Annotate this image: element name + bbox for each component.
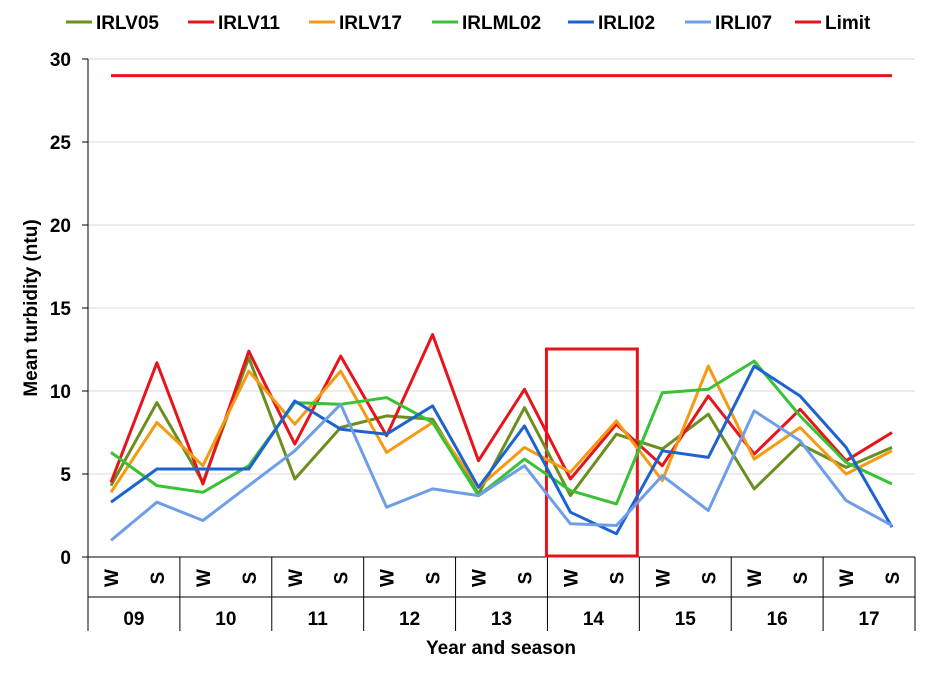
season-label: S	[607, 572, 628, 585]
y-axis-ticks: 0 5 10 15 20 25 30	[50, 50, 89, 569]
y-tick-label: 20	[50, 216, 71, 237]
year-label: 09	[123, 609, 144, 630]
season-label: W	[378, 569, 399, 587]
season-label: W	[470, 569, 491, 587]
legend-label-irli07: IRLI07	[715, 13, 772, 34]
year-label: 15	[675, 609, 697, 630]
legend-label-irlv11: IRLV11	[218, 13, 280, 34]
legend-label-irlv05: IRLV05	[96, 13, 159, 34]
season-label: S	[699, 572, 720, 585]
season-label: S	[240, 572, 261, 585]
season-label: S	[791, 572, 812, 585]
series-line-irli02	[110, 364, 894, 536]
gridlines	[88, 58, 915, 475]
legend-label-limit: Limit	[825, 13, 871, 34]
legend-label-irlv17: IRLV17	[339, 13, 402, 34]
y-tick-label: 30	[50, 50, 71, 71]
year-label: 13	[491, 609, 512, 630]
y-tick-label: 0	[60, 548, 71, 569]
season-label: W	[837, 569, 858, 587]
season-label: S	[515, 572, 536, 585]
series-line-irlv17	[109, 364, 893, 494]
x-axis-title: Year and season	[426, 638, 576, 659]
series-line-irli07	[110, 402, 893, 542]
legend-label-irlml02: IRLML02	[462, 13, 541, 34]
season-label: S	[148, 572, 169, 585]
y-axis-title: Mean turbidity (ntu)	[21, 219, 42, 396]
season-label: S	[883, 572, 904, 585]
legend: IRLV05 IRLV11 IRLV17 IRLML02 IRLI02 IRLI07 Lim…	[66, 13, 871, 34]
year-label: 12	[399, 609, 420, 630]
season-label: W	[745, 569, 766, 587]
y-tick-label: 25	[50, 133, 72, 154]
season-label: W	[561, 569, 582, 587]
series-line-irlv05	[109, 356, 893, 498]
season-label: S	[424, 572, 445, 585]
season-label: W	[194, 569, 215, 587]
year-label: 11	[308, 609, 329, 630]
legend-label-irli02: IRLI02	[598, 13, 655, 34]
year-label: 10	[215, 609, 236, 630]
year-label: 14	[583, 609, 605, 630]
y-tick-label: 10	[50, 382, 71, 403]
season-label: W	[102, 569, 123, 587]
year-label: 16	[767, 609, 788, 630]
y-tick-label: 5	[60, 465, 71, 486]
season-label: S	[332, 572, 353, 585]
series-lines	[109, 74, 894, 542]
series-line-irlv11	[109, 333, 893, 486]
year-label: 17	[858, 609, 879, 630]
y-tick-label: 15	[50, 299, 72, 320]
season-label: W	[653, 569, 674, 587]
x-axis: W S 09 W S 10 W S 11 W S 12 W S 13 W S 14 W S 15 W S 16 W S 17	[87, 556, 916, 631]
season-label: W	[286, 569, 307, 587]
